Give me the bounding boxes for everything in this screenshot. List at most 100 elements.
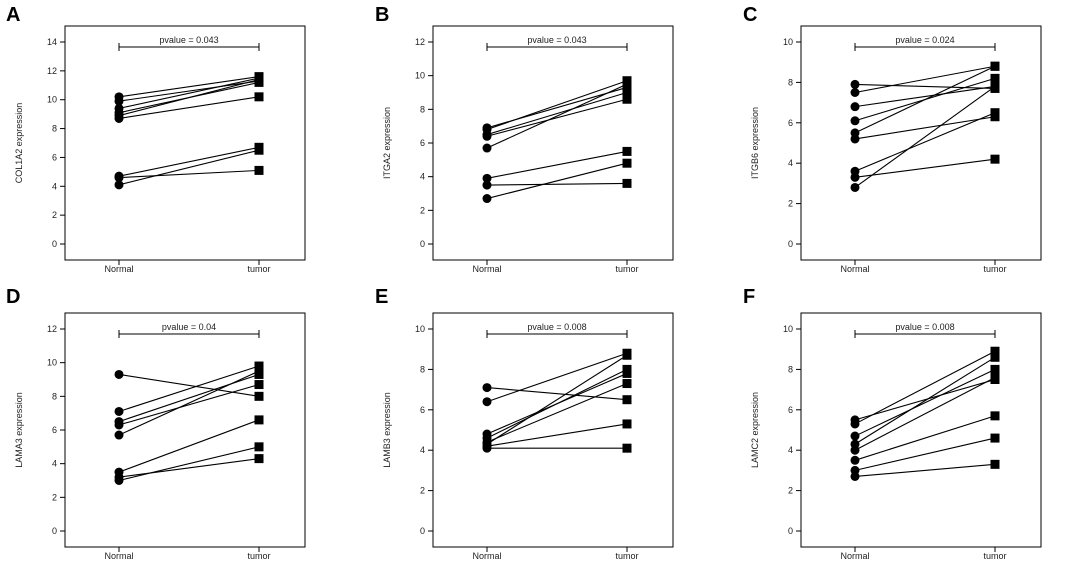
tumor-point	[990, 346, 1000, 356]
pair-line	[486, 98, 628, 137]
pair-line	[854, 378, 996, 421]
tumor-point	[622, 178, 632, 188]
pair-line	[854, 116, 996, 140]
pair-line	[854, 356, 996, 445]
y-tick-label: 4	[420, 172, 425, 182]
pair-line	[854, 65, 996, 94]
pair-line	[118, 458, 260, 478]
x-tick-label: Normal	[472, 551, 501, 561]
tumor-point	[622, 443, 632, 453]
y-tick-label: 10	[47, 95, 57, 105]
tumor-point	[990, 73, 1000, 83]
chart-panel-c: C 0 2 4 6 8 10 Normal tumor ITGB6 expression pvalu…	[743, 4, 1042, 274]
pair-line	[854, 376, 996, 451]
tumor-point	[254, 92, 264, 102]
pair-line	[854, 415, 996, 461]
tumor-point	[254, 361, 264, 371]
panel-letter: F	[743, 286, 755, 308]
pair-line	[486, 182, 628, 186]
tumor-point	[254, 380, 264, 390]
pair-line	[486, 80, 628, 131]
pair-line	[486, 423, 628, 447]
pair-line	[486, 383, 628, 443]
y-tick-label: 2	[52, 492, 57, 502]
x-tick-label: tumor	[247, 264, 270, 274]
panel-letter: A	[6, 4, 20, 26]
tumor-point	[622, 364, 632, 374]
x-tick-label: Normal	[840, 264, 869, 274]
pair-line	[118, 77, 260, 109]
tumor-point	[254, 145, 264, 155]
tumor-point	[990, 459, 1000, 469]
x-tick-label: Normal	[472, 264, 501, 274]
y-tick-label: 10	[783, 324, 793, 334]
normal-point	[850, 445, 860, 455]
plot-frame	[800, 25, 1042, 261]
y-axis-label: LAMB3 expression	[382, 392, 392, 468]
y-tick-label: 0	[52, 526, 57, 536]
pair-line	[486, 368, 628, 439]
normal-point	[850, 471, 860, 481]
normal-point	[850, 419, 860, 429]
y-tick-label: 0	[788, 239, 793, 249]
tumor-point	[622, 158, 632, 168]
tumor-point	[254, 442, 264, 452]
pvalue-label: pvalue = 0.008	[527, 322, 586, 332]
y-axis-label: ITGB6 expression	[750, 107, 760, 179]
pair-line	[486, 354, 628, 445]
y-tick-label: 8	[420, 364, 425, 374]
normal-point	[850, 455, 860, 465]
tumor-point	[254, 366, 264, 376]
tumor-point	[990, 61, 1000, 71]
panel-letter: E	[375, 286, 388, 308]
y-tick-label: 0	[788, 526, 793, 536]
pair-line	[118, 384, 260, 426]
pvalue-label: pvalue = 0.04	[162, 322, 216, 332]
pvalue-label: pvalue = 0.043	[527, 35, 586, 45]
normal-point	[114, 180, 124, 190]
normal-point	[114, 369, 124, 379]
y-axis-label: COL1A2 expression	[14, 103, 24, 184]
y-tick-label: 8	[788, 77, 793, 87]
tumor-point	[990, 364, 1000, 374]
normal-point	[482, 194, 492, 204]
y-tick-label: 0	[420, 526, 425, 536]
pair-line	[486, 150, 628, 179]
tumor-point	[622, 146, 632, 156]
y-tick-label: 8	[420, 104, 425, 114]
normal-point	[114, 406, 124, 416]
pair-line	[118, 373, 260, 423]
normal-point	[114, 430, 124, 440]
tumor-point	[254, 75, 264, 85]
plot-frame	[64, 312, 306, 548]
y-tick-label: 6	[420, 405, 425, 415]
y-axis-label: ITGA2 expression	[382, 107, 392, 179]
pair-line	[854, 463, 996, 478]
y-tick-label: 12	[47, 324, 57, 334]
tumor-point	[254, 391, 264, 401]
y-tick-label: 2	[52, 210, 57, 220]
x-tick-label: Normal	[104, 551, 133, 561]
pair-line	[118, 373, 260, 397]
y-tick-label: 10	[783, 37, 793, 47]
tumor-point	[622, 395, 632, 405]
chart-panel-f: F 0 2 4 6 8 10 Normal tumor LAMC2 expression pvalu…	[743, 286, 1042, 561]
x-tick-label: tumor	[983, 551, 1006, 561]
normal-point	[482, 397, 492, 407]
normal-point	[850, 79, 860, 89]
pair-line	[118, 80, 260, 102]
plot-frame	[432, 25, 674, 261]
pvalue-label: pvalue = 0.043	[159, 35, 218, 45]
tumor-point	[990, 81, 1000, 91]
y-tick-label: 0	[52, 239, 57, 249]
x-tick-label: tumor	[615, 551, 638, 561]
pvalue-label: pvalue = 0.024	[895, 35, 954, 45]
normal-point	[850, 431, 860, 441]
pair-line	[854, 437, 996, 471]
pair-line	[486, 162, 628, 200]
y-axis-label: LAMC2 expression	[750, 392, 760, 468]
normal-point	[114, 96, 124, 106]
normal-point	[482, 180, 492, 190]
x-tick-label: tumor	[247, 551, 270, 561]
